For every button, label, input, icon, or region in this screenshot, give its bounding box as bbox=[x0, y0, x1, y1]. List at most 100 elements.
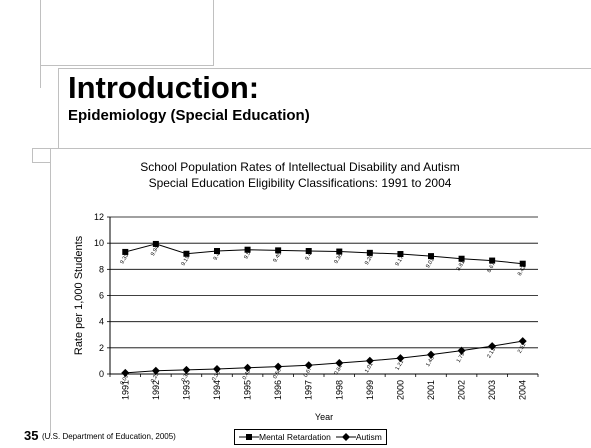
y-tick-label: 12 bbox=[94, 212, 104, 222]
data-label: 9.36 bbox=[333, 253, 344, 265]
data-point bbox=[214, 248, 220, 255]
data-label: 9.26 bbox=[364, 254, 375, 266]
data-label: 9.5 bbox=[243, 251, 252, 261]
data-point bbox=[244, 246, 251, 253]
chart-title: School Population Rates of Intellectual … bbox=[140, 160, 460, 174]
x-tick-label: 2000 bbox=[395, 380, 405, 400]
data-label: 0.56 bbox=[272, 368, 283, 380]
y-tick-label: 10 bbox=[94, 238, 104, 248]
data-point bbox=[457, 346, 466, 355]
data-label: 9.33 bbox=[119, 253, 130, 265]
data-point bbox=[183, 250, 190, 257]
data-point bbox=[182, 365, 191, 374]
frame-line bbox=[50, 148, 51, 436]
data-label: 9.4 bbox=[304, 252, 313, 262]
data-point bbox=[304, 361, 313, 370]
data-point bbox=[335, 359, 344, 368]
data-label: 0.25 bbox=[150, 372, 161, 384]
x-tick-label: 1998 bbox=[334, 380, 344, 400]
data-point bbox=[152, 240, 159, 247]
frame-line bbox=[32, 148, 591, 149]
y-tick-label: 2 bbox=[99, 343, 104, 353]
data-point bbox=[274, 362, 283, 371]
data-point bbox=[458, 255, 465, 262]
data-point bbox=[519, 260, 526, 267]
data-label: 9.19 bbox=[181, 255, 192, 267]
legend-item-autism: Autism bbox=[335, 432, 382, 442]
data-label: 8.43 bbox=[517, 265, 528, 277]
series-line bbox=[125, 243, 523, 265]
data-label: 9.4 bbox=[213, 252, 222, 262]
data-label: 0.48 bbox=[242, 369, 253, 381]
data-point bbox=[397, 251, 404, 258]
data-label: 0.84 bbox=[333, 364, 344, 376]
y-tick-label: 4 bbox=[99, 317, 104, 327]
x-tick-label: 1997 bbox=[304, 380, 314, 400]
x-tick-label: 2001 bbox=[426, 380, 436, 400]
data-label: 8.67 bbox=[486, 262, 497, 274]
series-line bbox=[125, 340, 523, 374]
data-label: 0.67 bbox=[303, 366, 314, 378]
x-axis-label: Year bbox=[315, 412, 333, 422]
data-label: 8.81 bbox=[456, 260, 467, 272]
data-point bbox=[518, 337, 527, 346]
data-point bbox=[213, 365, 221, 374]
x-tick-label: 2003 bbox=[487, 380, 497, 400]
data-label: 1.21 bbox=[395, 359, 406, 371]
data-point bbox=[275, 247, 282, 254]
square-marker-icon bbox=[239, 434, 259, 440]
data-label: 9.17 bbox=[395, 255, 406, 267]
data-label: 1.79 bbox=[456, 352, 467, 364]
data-point bbox=[488, 342, 497, 351]
data-point bbox=[365, 356, 374, 365]
diamond-marker-icon bbox=[335, 433, 356, 441]
x-tick-label: 1999 bbox=[365, 380, 375, 400]
data-label: 9.94 bbox=[150, 245, 161, 257]
legend-item-mental-retardation: Mental Retardation bbox=[239, 432, 331, 442]
x-tick-label: 2002 bbox=[457, 380, 467, 400]
data-label: 0.38 bbox=[211, 370, 222, 382]
data-label: 1.01 bbox=[364, 362, 375, 374]
data-label: 0.09 bbox=[119, 374, 130, 386]
data-point bbox=[427, 350, 435, 359]
x-tick-label: 1992 bbox=[151, 380, 161, 400]
data-point bbox=[396, 354, 405, 363]
data-label: 2.51 bbox=[517, 342, 528, 354]
data-label: 9.01 bbox=[425, 257, 436, 269]
x-tick-label: 1994 bbox=[212, 380, 222, 400]
data-point bbox=[489, 257, 496, 264]
y-tick-label: 6 bbox=[99, 291, 104, 301]
legend-label: Autism bbox=[355, 432, 382, 442]
frame-line bbox=[32, 162, 51, 163]
data-point bbox=[243, 363, 252, 372]
legend-label: Mental Retardation bbox=[259, 432, 331, 442]
y-tick-label: 8 bbox=[99, 264, 104, 274]
frame-line bbox=[40, 0, 41, 88]
frame-line bbox=[58, 68, 591, 69]
data-label: 0.32 bbox=[181, 371, 192, 383]
slide-number: 35 bbox=[24, 428, 39, 443]
data-point bbox=[151, 366, 160, 375]
frame-line bbox=[58, 68, 59, 148]
data-point bbox=[366, 249, 373, 256]
x-tick-label: 1993 bbox=[181, 380, 191, 400]
data-point bbox=[428, 253, 434, 260]
citation: (U.S. Department of Education, 2005) bbox=[42, 432, 176, 441]
frame-line bbox=[32, 148, 33, 163]
data-label: 1.48 bbox=[425, 356, 436, 368]
data-point bbox=[122, 248, 129, 255]
data-point bbox=[305, 248, 312, 255]
data-point bbox=[121, 368, 130, 377]
chart-subtitle: Special Education Eligibility Classifica… bbox=[148, 176, 452, 190]
y-tick-label: 0 bbox=[99, 369, 104, 379]
data-label: 2.13 bbox=[486, 347, 497, 359]
x-tick-label: 1996 bbox=[273, 380, 283, 400]
chart-legend: Mental Retardation Autism bbox=[234, 429, 387, 445]
frame-line bbox=[41, 65, 214, 66]
x-tick-label: 2004 bbox=[518, 380, 528, 400]
data-point bbox=[336, 248, 343, 255]
frame-line bbox=[213, 0, 214, 65]
slide-subtitle: Epidemiology (Special Education) bbox=[68, 107, 310, 124]
x-tick-label: 1991 bbox=[120, 380, 130, 400]
